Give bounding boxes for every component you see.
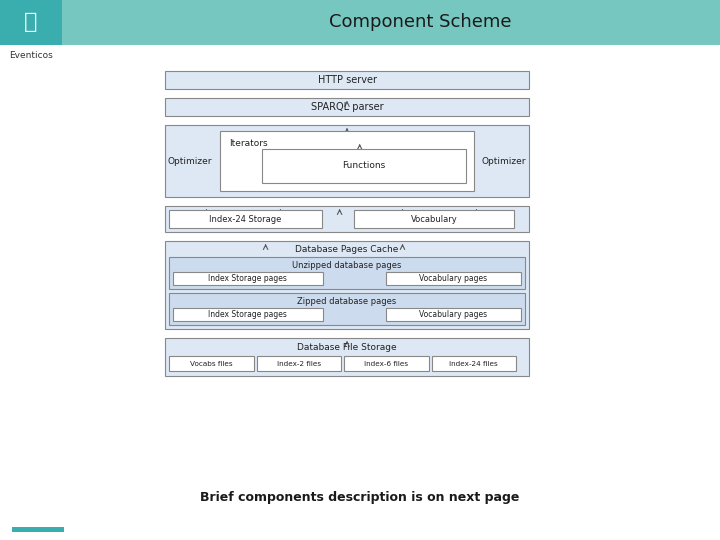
Text: Unzipped database pages: Unzipped database pages [292, 260, 402, 269]
FancyBboxPatch shape [256, 356, 341, 371]
FancyBboxPatch shape [262, 149, 466, 183]
FancyBboxPatch shape [173, 308, 323, 321]
FancyBboxPatch shape [165, 241, 529, 329]
Text: Component Scheme: Component Scheme [329, 13, 511, 31]
Text: HTTP server: HTTP server [318, 75, 377, 85]
FancyBboxPatch shape [173, 272, 323, 285]
Text: Eventicos: Eventicos [9, 51, 53, 60]
Text: Index-24 Storage: Index-24 Storage [210, 214, 282, 224]
FancyBboxPatch shape [165, 71, 529, 89]
Text: Vocabulary pages: Vocabulary pages [419, 310, 487, 319]
Text: Database File Storage: Database File Storage [297, 342, 397, 352]
Text: Index Storage pages: Index Storage pages [208, 274, 287, 283]
Text: Index-24 files: Index-24 files [449, 361, 498, 367]
FancyBboxPatch shape [165, 98, 529, 116]
Text: Vocabs files: Vocabs files [190, 361, 233, 367]
Text: Vocabulary pages: Vocabulary pages [419, 274, 487, 283]
Text: Iterators: Iterators [229, 138, 267, 147]
Text: Brief components description is on next page: Brief components description is on next … [200, 490, 520, 503]
FancyBboxPatch shape [386, 308, 521, 321]
FancyBboxPatch shape [165, 206, 529, 232]
Text: Optimizer: Optimizer [482, 157, 526, 165]
Text: Index Storage pages: Index Storage pages [208, 310, 287, 319]
FancyBboxPatch shape [344, 356, 428, 371]
FancyBboxPatch shape [220, 131, 474, 191]
FancyBboxPatch shape [165, 125, 529, 197]
Text: Functions: Functions [343, 161, 386, 171]
Text: Index-6 files: Index-6 files [364, 361, 408, 367]
Text: Optimizer: Optimizer [168, 157, 212, 165]
FancyBboxPatch shape [169, 257, 525, 289]
FancyBboxPatch shape [169, 293, 525, 325]
FancyBboxPatch shape [169, 210, 322, 228]
FancyBboxPatch shape [354, 210, 514, 228]
FancyBboxPatch shape [0, 0, 720, 45]
Text: Vocabulary: Vocabulary [411, 214, 458, 224]
Text: Index-2 files: Index-2 files [276, 361, 321, 367]
FancyBboxPatch shape [431, 356, 516, 371]
FancyBboxPatch shape [165, 338, 529, 376]
FancyBboxPatch shape [386, 272, 521, 285]
Text: ⛓: ⛓ [24, 12, 37, 32]
Text: SPARQL parser: SPARQL parser [311, 102, 383, 112]
FancyBboxPatch shape [12, 527, 64, 532]
FancyBboxPatch shape [169, 356, 253, 371]
Text: Zipped database pages: Zipped database pages [297, 296, 397, 306]
FancyBboxPatch shape [0, 0, 62, 45]
Text: Database Pages Cache: Database Pages Cache [295, 246, 399, 254]
